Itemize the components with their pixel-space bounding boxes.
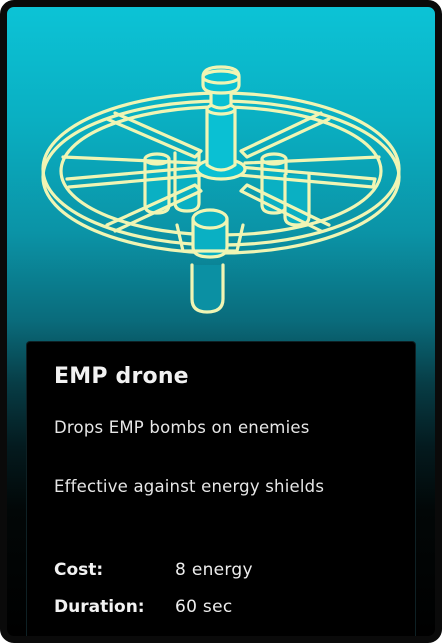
stat-value-duration: 60 sec bbox=[175, 597, 233, 617]
description-line: Effective against energy shields bbox=[54, 477, 325, 496]
card-title: EMP drone bbox=[54, 364, 189, 389]
info-panel: EMP drone Drops EMP bombs on enemies Eff… bbox=[26, 341, 416, 636]
stat-label-cost: Cost: bbox=[54, 560, 104, 580]
description-line: Drops EMP bombs on enemies bbox=[54, 418, 310, 437]
stat-row-duration: Duration: 60 sec bbox=[54, 597, 394, 621]
stat-value-cost: 8 energy bbox=[175, 560, 253, 580]
emp-drone-icon bbox=[41, 65, 401, 314]
stat-row-cost: Cost: 8 energy bbox=[54, 560, 394, 584]
stat-label-duration: Duration: bbox=[54, 597, 145, 617]
